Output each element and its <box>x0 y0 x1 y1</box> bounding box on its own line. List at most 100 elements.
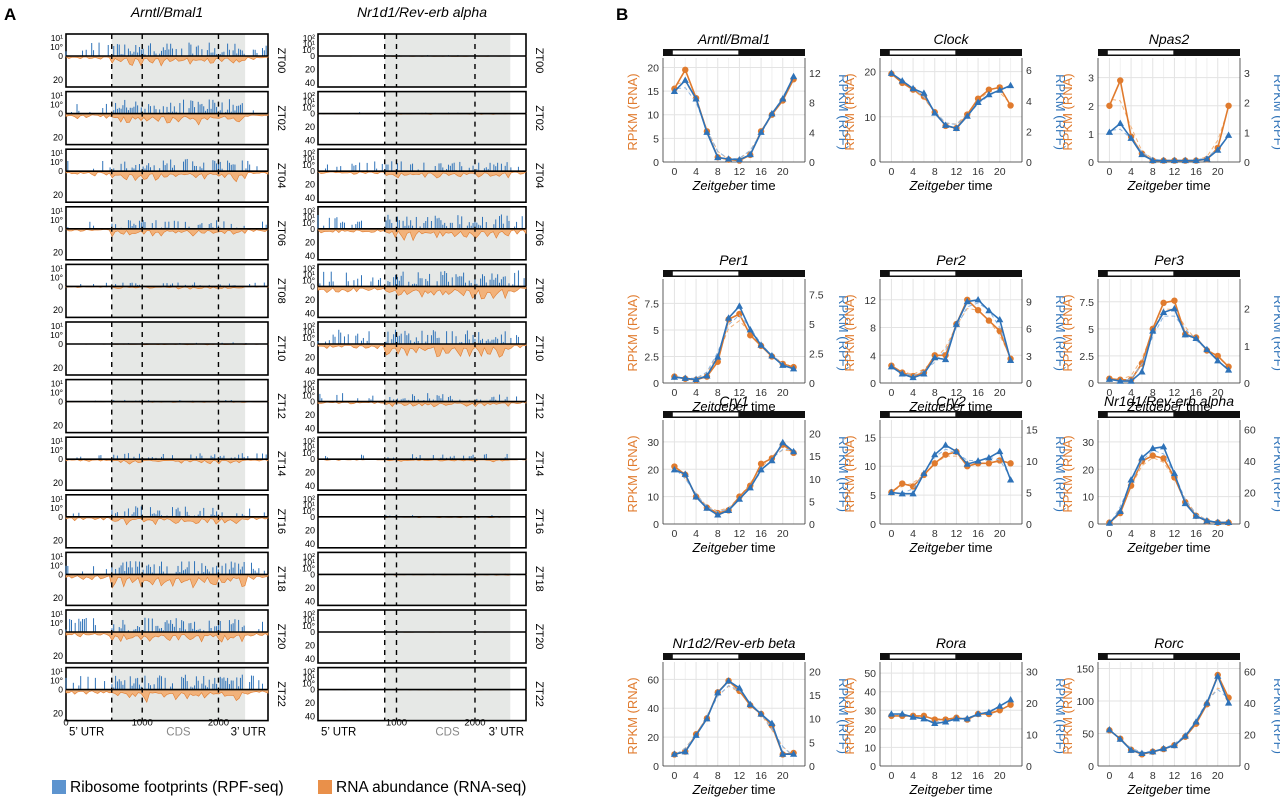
chart-title: Clock <box>933 31 969 47</box>
point-rpf <box>714 353 722 360</box>
left-axis-label: RPKM (RNA) <box>1060 294 1075 371</box>
x-tick-label: 12 <box>734 166 746 178</box>
chart-title: Cry2 <box>936 393 966 409</box>
x-tick-label: 0 <box>671 166 677 178</box>
track-frame <box>65 206 269 261</box>
point-rpf <box>1181 156 1189 164</box>
point-rpf <box>1006 356 1015 363</box>
utr5-label: 5’ UTR <box>69 727 104 739</box>
point-rpf <box>724 314 733 321</box>
point-rpf <box>692 375 700 383</box>
timepoint-label: ZT16 <box>533 508 545 534</box>
point-rpf <box>789 750 798 757</box>
point-rpf <box>931 450 939 458</box>
rna-tick-label: 20 <box>305 468 315 478</box>
point-rpf <box>757 465 765 473</box>
point-rpf <box>735 155 744 163</box>
right-tick-label: 8 <box>809 98 815 110</box>
rpf-tick-label: 10¹ <box>303 269 315 279</box>
point-rpf <box>887 488 896 496</box>
rna-tick-label: 20 <box>305 122 315 132</box>
rpf-tick-label: 10° <box>302 218 315 228</box>
rna-tick-label: 40 <box>305 251 315 261</box>
x-tick-label: 4 <box>1128 528 1134 540</box>
left-tick-label: 0 <box>1088 378 1094 390</box>
x-tick-label: 16 <box>755 770 767 782</box>
point-rpf <box>768 719 776 727</box>
right-axis-label: RPKM (RPF) <box>1053 295 1068 371</box>
point-rpf <box>779 438 787 446</box>
point-rpf <box>920 469 928 477</box>
rna-coverage-area <box>65 458 269 465</box>
left-tick-label: 4 <box>870 350 876 362</box>
rna-tick-label: 20 <box>305 410 315 420</box>
x-tick-label: 0 <box>671 528 677 540</box>
timepoint-label: ZT16 <box>275 508 287 534</box>
x-tick-label: 8 <box>932 770 938 782</box>
right-tick-label: 20 <box>1244 729 1256 741</box>
x-tick-label: 16 <box>1190 528 1202 540</box>
timepoint-label: ZT12 <box>533 393 545 419</box>
point-rpf <box>1181 499 1189 507</box>
track-frame <box>65 378 269 434</box>
right-axis-label: RPKM (RPF) <box>836 74 851 150</box>
position-tick-label: 0 <box>63 718 68 729</box>
point-rpf <box>1105 128 1114 135</box>
left-tick-label: 30 <box>1082 437 1094 449</box>
point-rpf <box>1203 345 1211 353</box>
series-line-rpf <box>1108 674 1230 755</box>
x-tick-label: 12 <box>734 387 746 399</box>
panel-a-coverage-tracks: Arntl/Bmal110¹10°020ZT0010¹10°020ZT0210¹… <box>50 4 545 739</box>
rpf-tick-label: 10¹ <box>303 615 315 625</box>
rna-coverage-area <box>65 113 269 126</box>
timepoint-label: ZT18 <box>533 566 545 592</box>
track-frame <box>317 263 527 319</box>
left-tick-label: 20 <box>647 732 659 744</box>
x-tick-label: 0 <box>1106 770 1112 782</box>
timepoint-label: ZT10 <box>275 336 287 362</box>
series-fit-rna <box>1112 308 1227 381</box>
series-line-rpf <box>1108 122 1230 162</box>
point-rpf <box>670 750 679 757</box>
right-tick-label: 7.5 <box>809 289 824 301</box>
rpf-tick-label: 10¹ <box>51 321 63 331</box>
point-rpf <box>985 90 993 98</box>
track-frame <box>65 493 269 549</box>
rpf-tick-label: 10¹ <box>303 154 315 164</box>
point-rpf <box>1116 735 1124 742</box>
x-tick-label: 8 <box>715 770 721 782</box>
left-axis-label: RPKM (RNA) <box>842 73 857 150</box>
point-rna <box>996 457 1003 464</box>
point-rpf <box>887 362 896 370</box>
rpf-tick-label: 10¹ <box>303 442 315 452</box>
rpf-tick-label: 10² <box>303 609 315 619</box>
rpf-tick-label: 10² <box>303 379 315 389</box>
rpf-tick-label: 10° <box>50 388 63 398</box>
point-rpf <box>1127 134 1135 141</box>
point-rpf <box>714 153 722 161</box>
timepoint-label: ZT12 <box>275 393 287 419</box>
left-tick-label: 0 <box>653 761 659 773</box>
point-rpf <box>1214 146 1222 153</box>
rpf-tick-label: 0 <box>310 166 315 176</box>
point-rpf <box>746 150 754 158</box>
right-tick-label: 0 <box>1026 761 1032 773</box>
rna-coverage-area <box>65 631 269 643</box>
x-tick-label: 12 <box>1169 770 1181 782</box>
light-period-bar <box>1107 654 1174 659</box>
point-rna <box>931 460 938 467</box>
rpf-tick-label: 10¹ <box>51 494 63 504</box>
point-rpf <box>1181 330 1189 338</box>
x-axis-label: Zeitgeber time <box>691 399 775 414</box>
x-tick-label: 4 <box>1128 166 1134 178</box>
rna-tick-label: 40 <box>305 136 315 146</box>
x-tick-label: 0 <box>888 387 894 399</box>
point-rpf <box>681 470 689 477</box>
point-rpf <box>757 710 765 717</box>
x-tick-label: 0 <box>671 770 677 782</box>
rna-tick-label: 20 <box>305 698 315 708</box>
point-rna <box>1149 452 1156 459</box>
left-axis-label: RPKM (RNA) <box>1060 435 1075 512</box>
